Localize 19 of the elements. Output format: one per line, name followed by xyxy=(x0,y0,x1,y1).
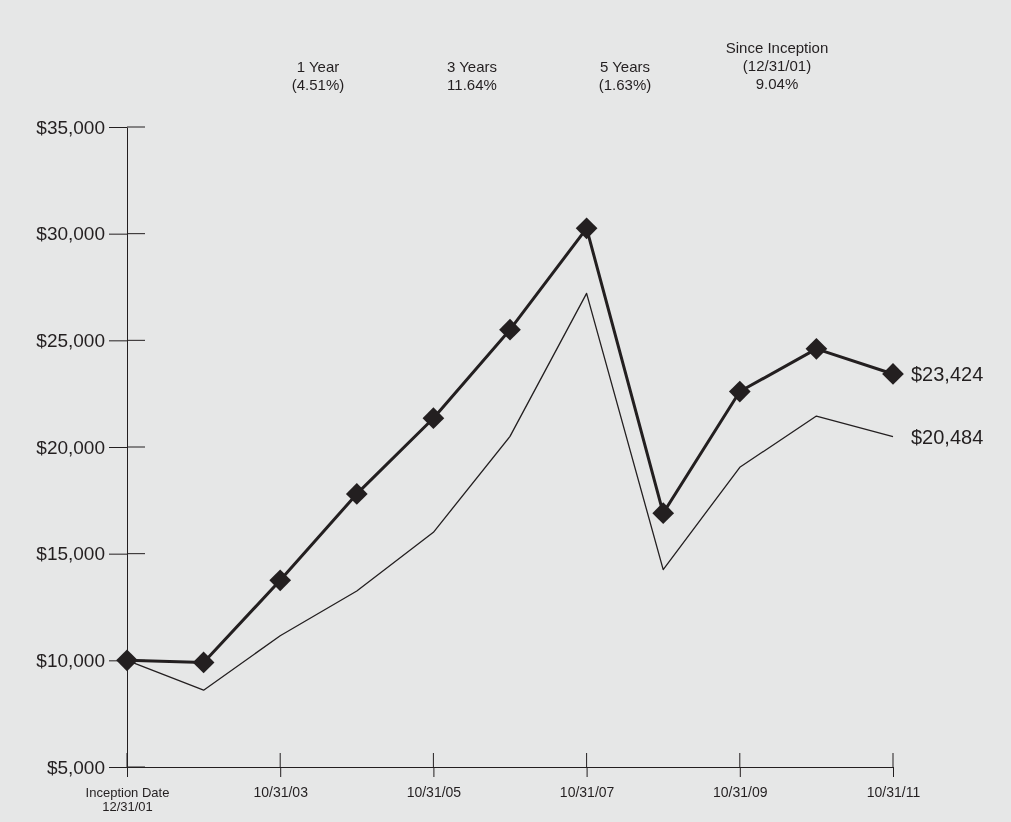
y-tick-label: $15,000 xyxy=(36,543,105,565)
x-tick-label: 10/31/03 xyxy=(253,784,309,800)
text: Since Inception (12/31/01) 9.04% xyxy=(725,39,829,92)
text: 3 Years 11.64% xyxy=(446,58,498,93)
x-tick-label: 10/31/11 xyxy=(866,784,921,800)
y-tick-label: $10,000 xyxy=(36,649,105,671)
y-tick-label: $5,000 xyxy=(46,756,105,778)
x-tick-label: 10/31/09 xyxy=(713,784,768,800)
y-tick-label: $20,000 xyxy=(36,436,105,458)
data-label: $23,424 xyxy=(911,362,984,385)
y-tick-label: $30,000 xyxy=(36,223,105,245)
data-label: $20,484 xyxy=(911,425,984,448)
x-tick-label: 10/31/05 xyxy=(406,784,462,800)
x-tick-label: Inception Date 12/31/01 xyxy=(85,785,170,815)
y-tick-label: $35,000 xyxy=(36,116,105,138)
text: 1 Year (4.51%) xyxy=(291,58,345,93)
text: 5 Years (1.63%) xyxy=(598,58,652,93)
y-tick-label: $25,000 xyxy=(36,329,105,351)
x-tick-label: 10/31/07 xyxy=(559,784,615,800)
